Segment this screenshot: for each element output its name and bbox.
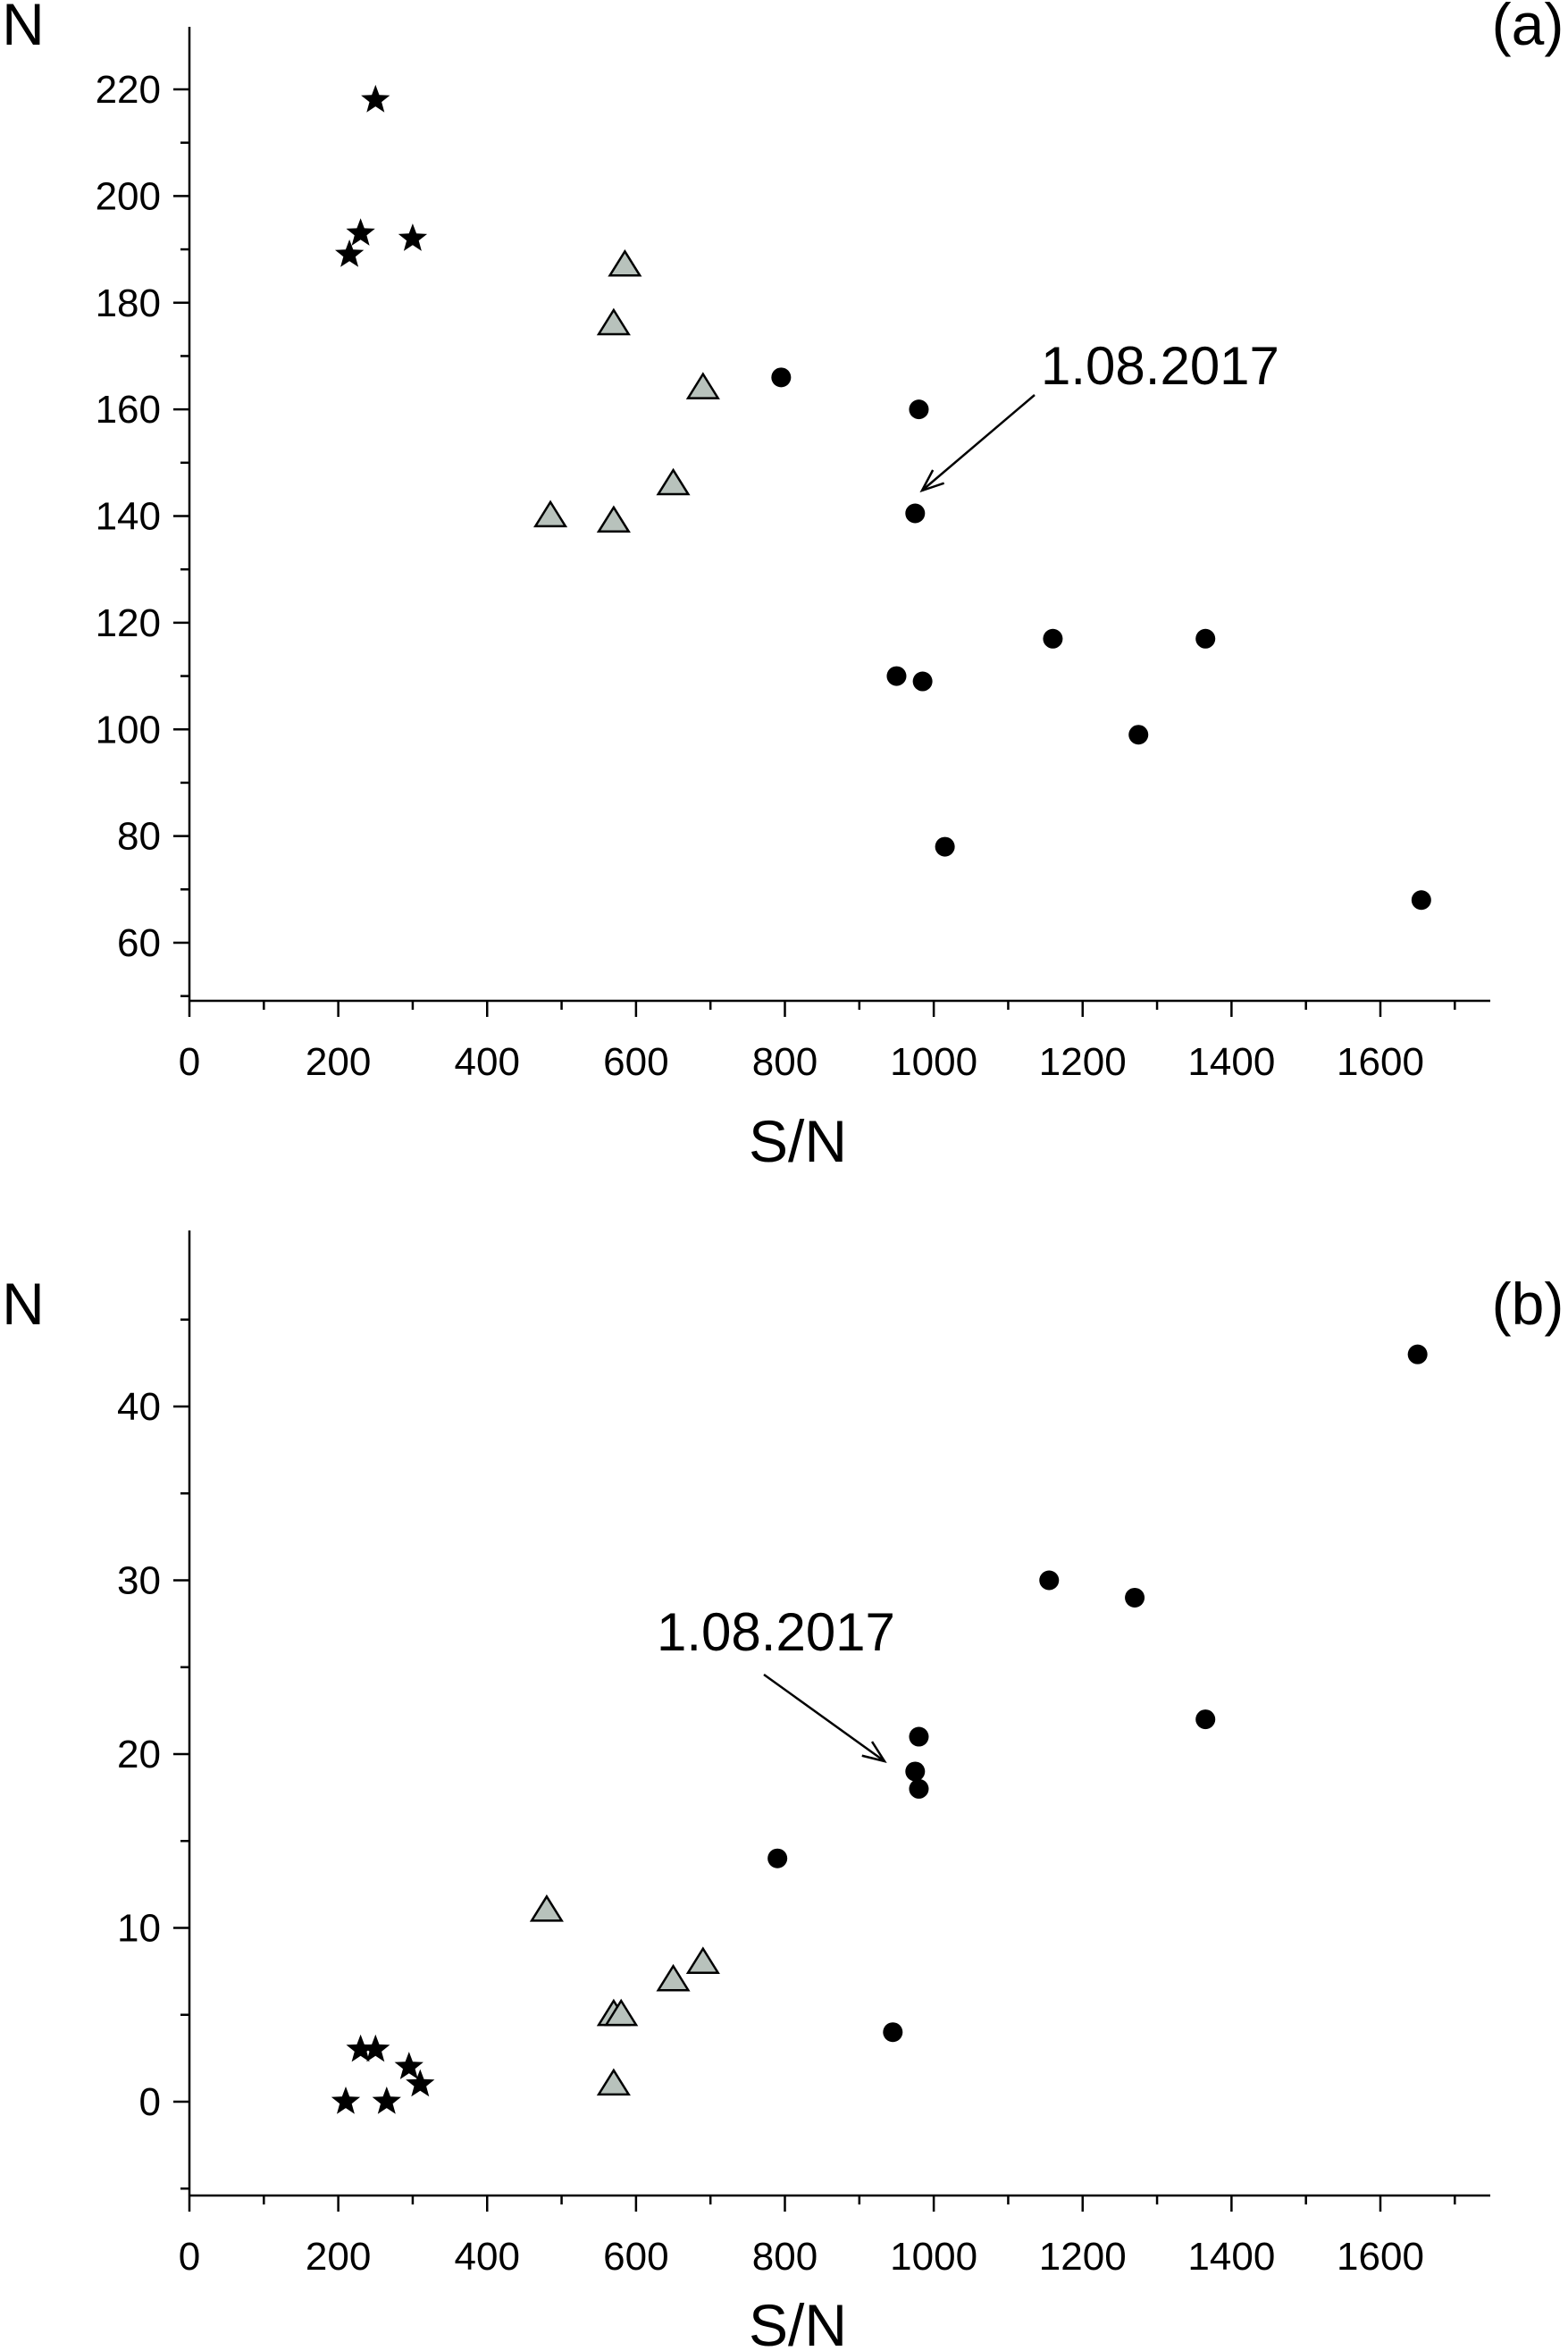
y-tick-label: 100 — [96, 708, 161, 751]
circle-point — [935, 836, 955, 857]
annotation-arrow-line — [921, 394, 1036, 491]
y-tick-label: 80 — [117, 815, 161, 859]
circle-point — [909, 399, 929, 420]
star-point — [346, 2034, 375, 2062]
circle-point — [1195, 628, 1216, 649]
star-point — [331, 2087, 361, 2114]
x-tick-label: 1400 — [1187, 2235, 1275, 2279]
y-tick-label: 120 — [96, 601, 161, 645]
triangle-point — [596, 307, 631, 336]
triangle-point — [685, 372, 720, 399]
circle-point — [1195, 1709, 1216, 1730]
y-tick-label: 40 — [117, 1385, 161, 1429]
star-point — [398, 223, 428, 251]
y-tick-label: 0 — [139, 2080, 161, 2124]
star-point — [372, 2087, 401, 2114]
triangle-point — [529, 1894, 564, 1922]
y-tick-label: 220 — [96, 68, 161, 112]
circle-point — [1128, 725, 1149, 745]
x-tick-label: 1200 — [1039, 1040, 1127, 1084]
panel-a: 0 200 400 600 800 1000 1200 1400 1600 60 80 100 120 1… — [2, 0, 1564, 1174]
y-tick-label: 20 — [117, 1733, 161, 1776]
x-tick-label: 600 — [603, 1040, 668, 1084]
x-tick-label: 1000 — [890, 1040, 977, 1084]
panel-label: (a) — [1492, 0, 1564, 57]
star-point — [394, 2052, 423, 2079]
circle-point — [909, 1778, 929, 1799]
triangle-point — [596, 2068, 631, 2096]
triangle-point — [604, 1998, 639, 2027]
circle-point — [1411, 890, 1431, 911]
triangle-point — [656, 1963, 691, 1992]
circle-point — [905, 503, 926, 524]
circle-point — [905, 1761, 926, 1782]
y-tick-label: 160 — [96, 388, 161, 432]
annotation-arrow-head — [861, 1741, 887, 1763]
x-tick-label: 200 — [306, 1040, 371, 1084]
x-tick-label: 400 — [455, 1040, 520, 1084]
circle-point — [1043, 628, 1063, 649]
x-tick-label: 600 — [603, 2235, 668, 2279]
x-tick-label: 200 — [306, 2235, 371, 2279]
annotation-arrow-head — [919, 469, 945, 493]
circle-point — [886, 666, 907, 686]
triangle-point — [656, 467, 691, 496]
x-tick-label: 1400 — [1187, 1040, 1275, 1084]
x-tick-label: 1000 — [890, 2235, 977, 2279]
x-axis-title: S/N — [749, 2292, 847, 2351]
circle-point — [1407, 1344, 1428, 1364]
annotation-label: 1.08.2017 — [1041, 336, 1279, 396]
triangle-point — [608, 248, 642, 277]
circle-point — [771, 367, 792, 388]
annotation-arrow-line — [763, 1673, 885, 1763]
star-point — [361, 2034, 390, 2062]
x-tick-label: 1200 — [1039, 2235, 1127, 2279]
x-axis-title: S/N — [749, 1108, 847, 1174]
triangle-point — [685, 1946, 720, 1974]
x-tick-label: 800 — [752, 1040, 818, 1084]
panel-b: 0 200 400 600 800 1000 1200 1400 1600 0 10 20 30 40 S/… — [2, 1230, 1564, 2351]
panel-label: (b) — [1492, 1271, 1564, 1337]
star-point — [406, 2069, 435, 2097]
star-point — [335, 239, 365, 267]
x-tick-label: 800 — [752, 2235, 818, 2279]
triangle-point — [596, 505, 631, 533]
y-tick-label: 140 — [96, 495, 161, 539]
circle-point — [1125, 1587, 1145, 1608]
annotation-label: 1.08.2017 — [657, 1602, 895, 1662]
triangle-point — [533, 500, 568, 528]
circle-point — [767, 1848, 788, 1868]
y-tick-label: 180 — [96, 281, 161, 325]
x-tick-label: 0 — [179, 1040, 200, 1084]
y-tick-label: 60 — [117, 921, 161, 965]
x-tick-label: 400 — [455, 2235, 520, 2279]
x-tick-label: 0 — [179, 2235, 200, 2279]
star-point — [346, 218, 375, 246]
star-point — [361, 84, 390, 113]
x-tick-label: 1600 — [1337, 1040, 1424, 1084]
y-axis-title: N — [2, 0, 45, 57]
y-axis-title: N — [2, 1271, 45, 1337]
y-tick-label: 30 — [117, 1559, 161, 1603]
circle-point — [912, 671, 933, 692]
circle-point — [883, 2022, 903, 2043]
x-tick-label: 1600 — [1337, 2235, 1424, 2279]
y-tick-label: 10 — [117, 1907, 161, 1951]
circle-point — [909, 1726, 929, 1747]
y-tick-label: 200 — [96, 174, 161, 218]
circle-point — [1039, 1570, 1060, 1591]
